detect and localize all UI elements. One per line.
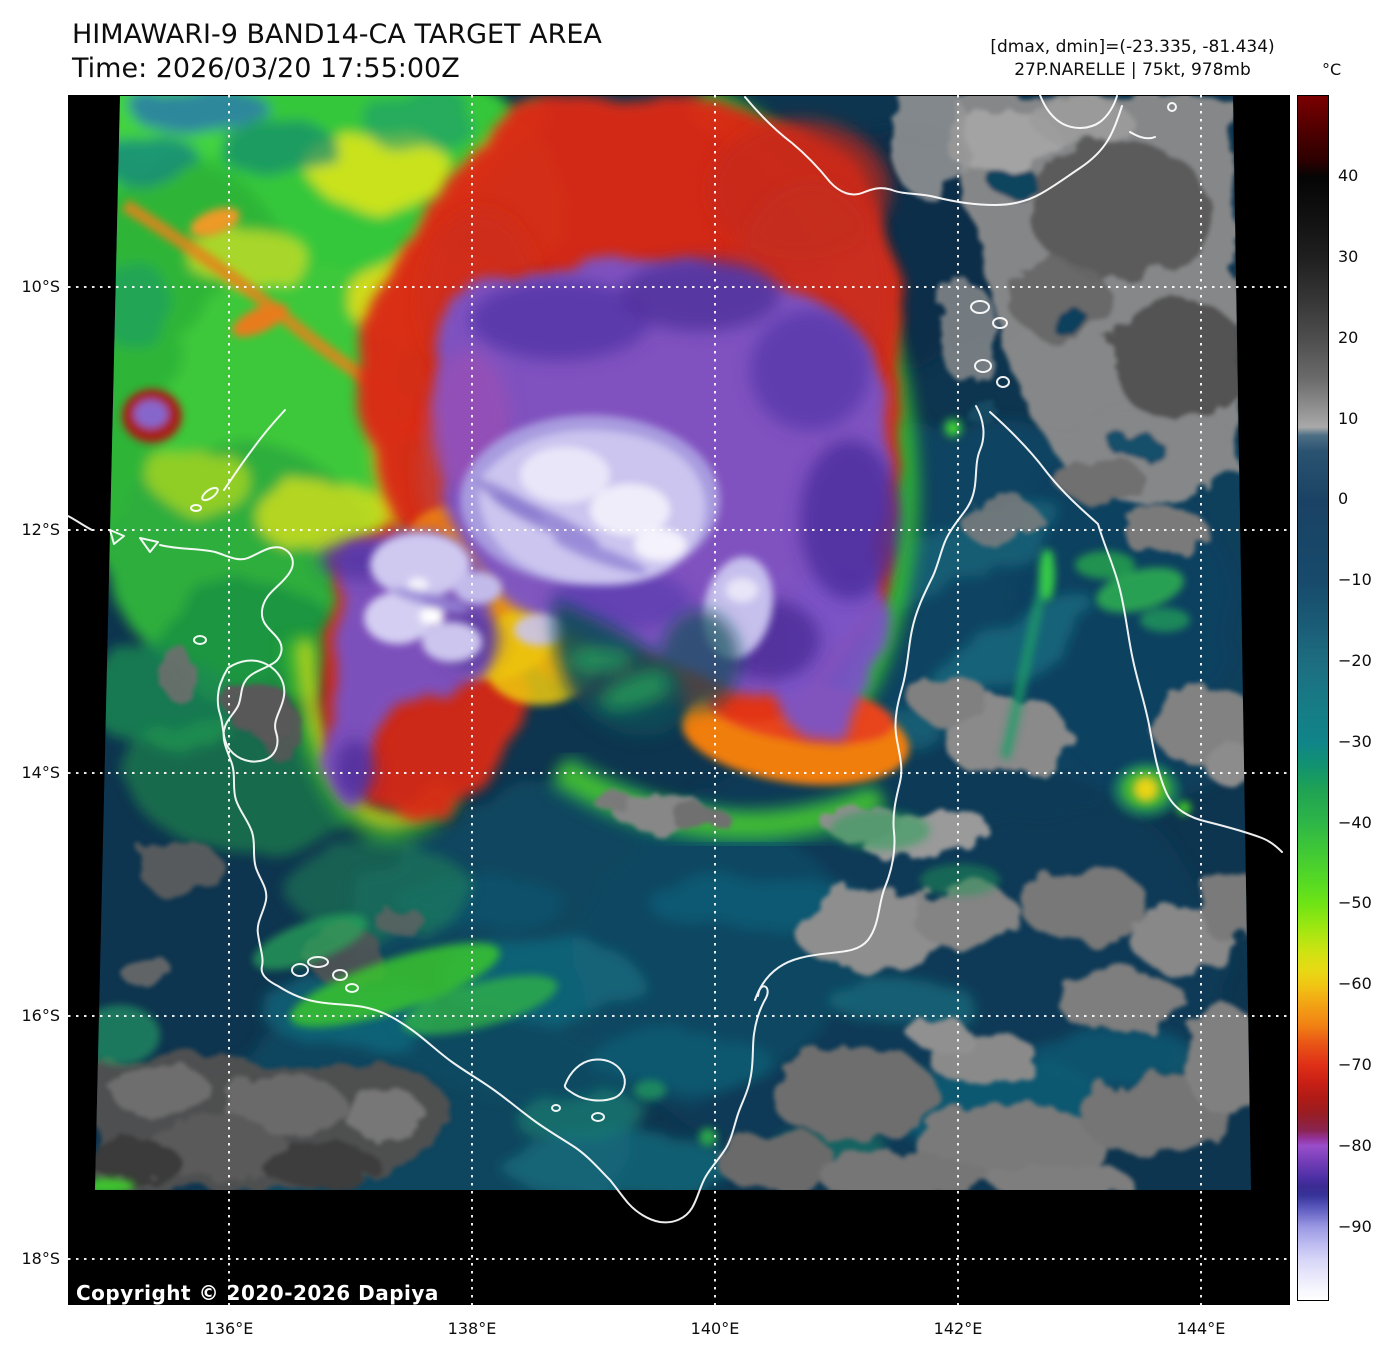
torres-island2	[992, 317, 1008, 329]
gray-low-clouds	[95, 96, 1251, 1190]
mornington-island	[563, 1058, 626, 1102]
colorbar-tick: −40	[1338, 813, 1372, 832]
pellew-island1	[291, 963, 309, 977]
png-island	[1129, 131, 1156, 140]
torres-island1	[970, 300, 990, 314]
colorbar-tick: −30	[1338, 732, 1372, 751]
pellew-island3	[332, 969, 348, 981]
colorbar-unit-label: °C	[1322, 60, 1342, 79]
capeyork-east-coastline	[989, 411, 1283, 853]
wessel-islet2	[190, 504, 202, 512]
lat-tick-label: 18°S	[21, 1249, 60, 1268]
png-coastline-loop	[1039, 95, 1118, 129]
coastlines	[68, 95, 1283, 1224]
storm-annotation: [dmax, dmin]=(-23.335, -81.434) 27P.NARE…	[975, 36, 1290, 82]
lat-tick-label: 16°S	[21, 1006, 60, 1025]
torres-island3	[974, 359, 992, 373]
map-plot-area	[68, 95, 1290, 1305]
storm-name-intensity: 27P.NARELLE | 75kt, 978mb	[1014, 60, 1251, 80]
mornington-islet2	[551, 1104, 561, 1112]
colorbar-tick: 10	[1338, 409, 1359, 428]
colorbar-tick: −10	[1338, 570, 1372, 589]
colorbar-tick: −60	[1338, 974, 1372, 993]
rainband-cells	[95, 417, 1191, 1190]
lat-tick-label: 12°S	[21, 520, 60, 539]
png-coastline	[744, 96, 1123, 206]
wessel-islands	[223, 409, 286, 491]
pellew-island2	[307, 956, 329, 968]
satellite-image	[68, 95, 1290, 1305]
arnhem-islet1	[109, 529, 125, 545]
colorbar-tick: 0	[1338, 489, 1349, 508]
lon-tick-label: 136°E	[204, 1319, 254, 1338]
overshooting-tops	[364, 415, 773, 662]
lat-tick-label: 10°S	[21, 277, 60, 296]
arnhem-islet2	[139, 537, 159, 553]
png-islet	[1167, 102, 1177, 112]
mornington-islet1	[591, 1112, 605, 1122]
lon-tick-label: 144°E	[1176, 1319, 1226, 1338]
colorbar-tick: −50	[1338, 893, 1372, 912]
wessel-islet	[201, 486, 219, 502]
colorbar-tick: −80	[1338, 1136, 1372, 1155]
colorbar-gradient	[1297, 95, 1329, 1301]
page-title: HIMAWARI-9 BAND14-CA TARGET AREA	[72, 19, 602, 50]
capeyork-west-coastline	[754, 405, 985, 1001]
copyright-label: Copyright © 2020-2026 Dapiya	[76, 1281, 439, 1305]
timestamp: Time: 2026/03/20 17:55:00Z	[72, 53, 460, 84]
colorbar-tick: −70	[1338, 1055, 1372, 1074]
colorbar-tick: −20	[1338, 651, 1372, 670]
gulf-west-coastline	[159, 544, 769, 1224]
dmax-dmin-label: [dmax, dmin]=(-23.335, -81.434)	[990, 37, 1275, 57]
groote-islet	[193, 635, 207, 645]
lon-tick-label: 142°E	[933, 1319, 983, 1338]
lat-tick-label: 14°S	[21, 763, 60, 782]
dry-slot-wedge	[553, 600, 740, 736]
graticule	[68, 95, 1290, 1305]
data-swath	[95, 96, 1251, 1190]
colorbar-tick: 20	[1338, 328, 1359, 347]
lon-tick-label: 138°E	[447, 1319, 497, 1338]
arnhem-coast-west	[68, 515, 93, 531]
groote-eylandt	[216, 659, 286, 763]
torres-island4	[996, 376, 1010, 388]
colorbar-tick: 40	[1338, 166, 1359, 185]
colorbar-tick: −90	[1338, 1217, 1372, 1236]
pellew-island4	[345, 983, 359, 993]
colorbar-tick: 30	[1338, 247, 1359, 266]
lon-tick-label: 140°E	[690, 1319, 740, 1338]
